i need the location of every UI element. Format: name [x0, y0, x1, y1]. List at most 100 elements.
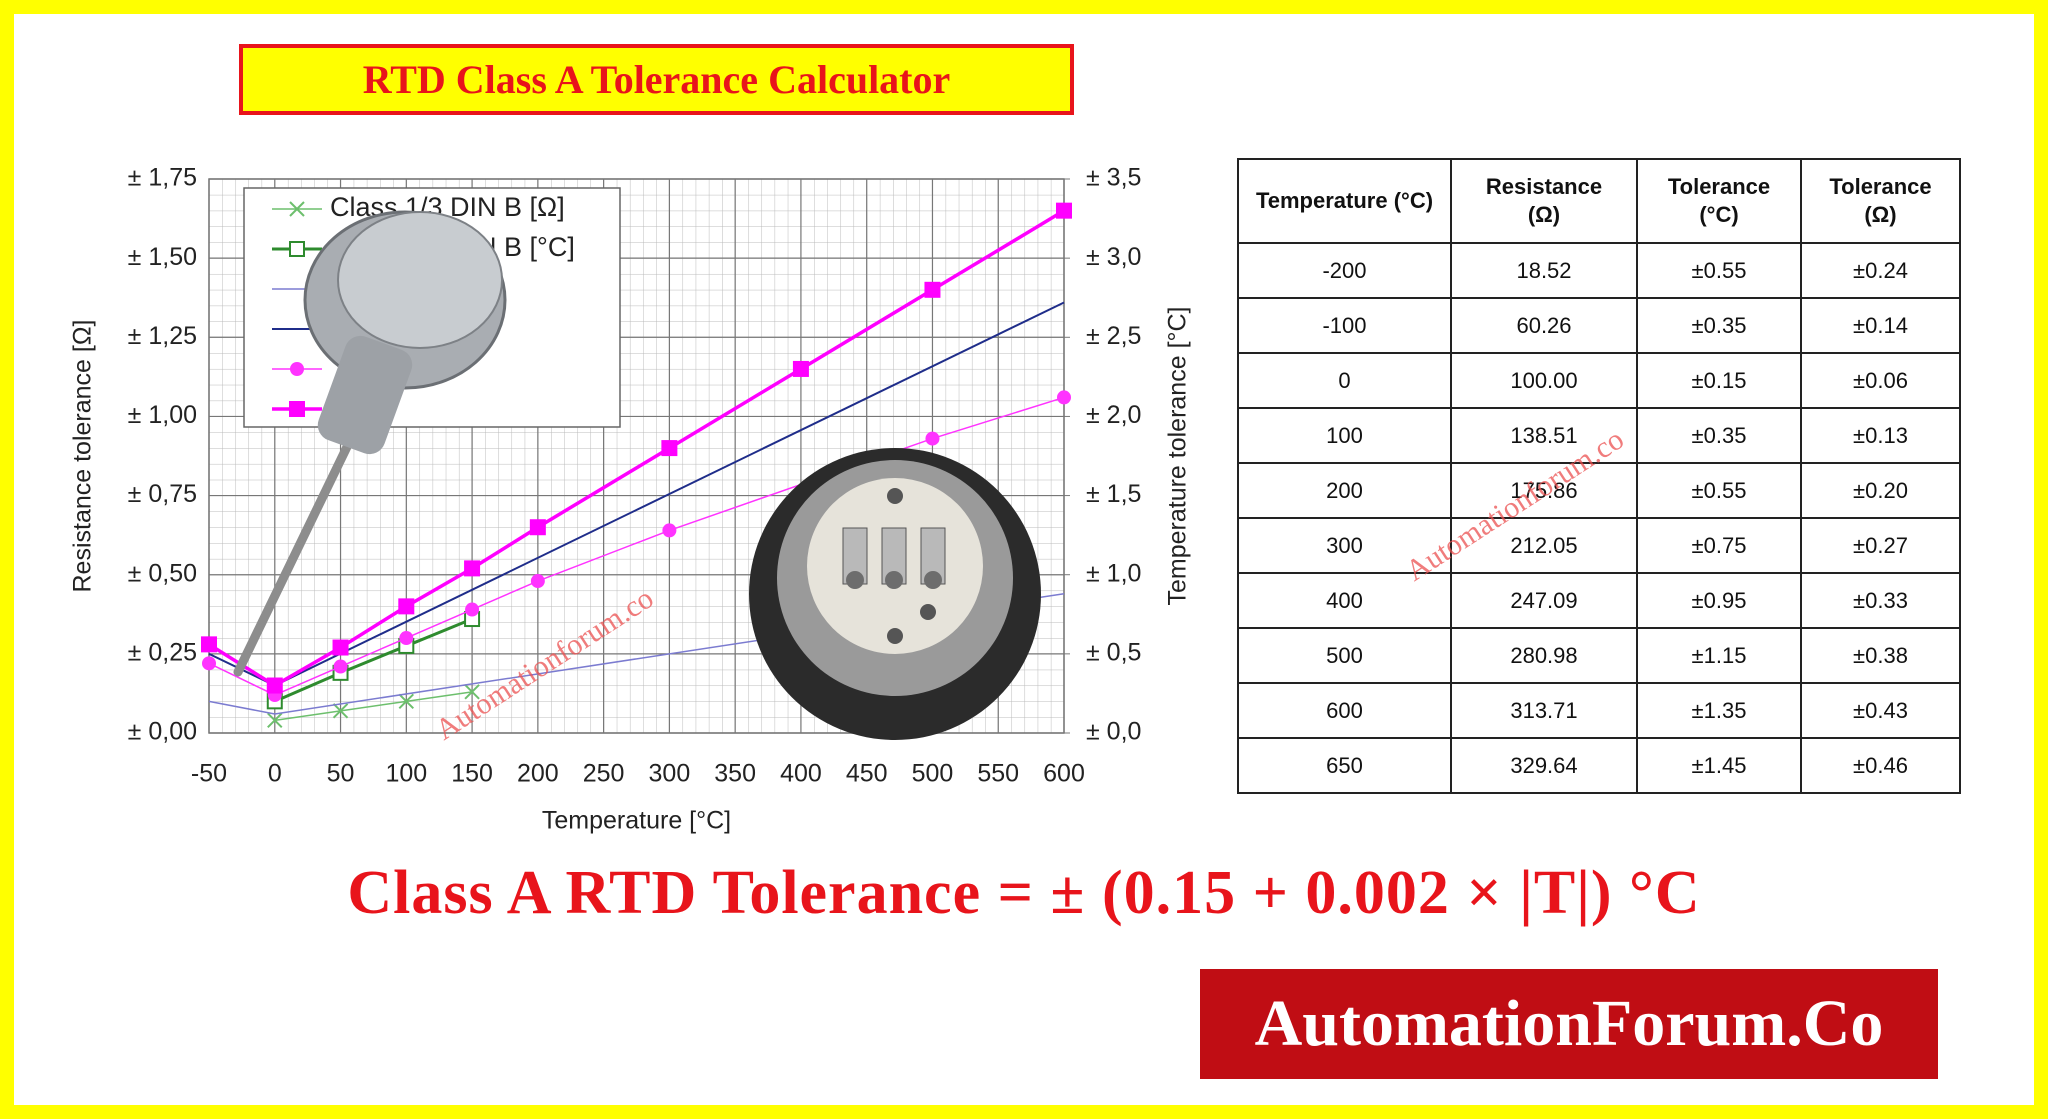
table-cell: ±0.43 [1800, 682, 1961, 739]
connector-hole [920, 604, 936, 620]
x-tick-label: 600 [1043, 760, 1085, 788]
y2-tick-label: ± 2,0 [1086, 401, 1141, 429]
illustration [233, 210, 1041, 740]
table-cell: ±1.15 [1636, 627, 1802, 684]
probe-stem [233, 415, 365, 677]
series-line [274, 691, 473, 722]
table-cell: 329.64 [1450, 737, 1638, 794]
table-row: 300 212.05 ±0.75 ±0.27 [1237, 517, 1961, 574]
y2-tick-label: ± 1,5 [1086, 480, 1141, 508]
y2-tick-label: ± 2,5 [1086, 322, 1141, 350]
table-body: -200 18.52 ±0.55 ±0.24 -100 60.26 ±0.35 ±0.14 0 1… [1237, 242, 1961, 794]
table-cell: ±0.35 [1636, 297, 1802, 354]
series [267, 684, 480, 729]
x-tick-label: 0 [268, 760, 282, 788]
y-tick-label: ± 0,25 [128, 638, 197, 666]
x-tick-label: 450 [846, 760, 888, 788]
table-cell: ±0.20 [1800, 462, 1961, 519]
marker [662, 523, 677, 538]
table-cell: -200 [1237, 242, 1452, 299]
table-cell: ±1.45 [1636, 737, 1802, 794]
table-cell: 300 [1237, 517, 1452, 574]
marker [1057, 390, 1071, 405]
x-tick-label: 100 [385, 760, 427, 788]
marker [792, 360, 809, 377]
table-cell: ±0.35 [1636, 407, 1802, 464]
probe-neck [317, 335, 413, 455]
y2-tick-label: ± 3,0 [1086, 243, 1141, 271]
x-tick-label: 550 [977, 760, 1019, 788]
table-cell: 200 [1237, 462, 1452, 519]
table-cell: ±0.95 [1636, 572, 1802, 629]
marker-stroke [464, 684, 480, 700]
table: Temperature (°C) Resistance (Ω) Tolerance … [1237, 158, 1961, 794]
y-tick-label: ± 1,00 [128, 401, 197, 429]
marker [1056, 202, 1072, 219]
marker [289, 401, 305, 417]
x-tick-label: -50 [191, 760, 227, 788]
table-cell: 0 [1237, 352, 1452, 409]
table-row: 500 280.98 ±1.15 ±0.38 [1237, 627, 1961, 684]
table-cell: 400 [1237, 572, 1452, 629]
connector-hole [887, 628, 903, 644]
table-cell: 650 [1237, 737, 1452, 794]
connector-screw [846, 571, 864, 589]
title: RTD Class A Tolerance Calculator [239, 44, 1074, 115]
marker [332, 703, 349, 719]
table-cell: 600 [1237, 682, 1452, 739]
marker [201, 636, 217, 653]
table-cell: ±0.06 [1800, 352, 1961, 409]
x-tick-label: 200 [517, 760, 559, 788]
connector-screw [885, 571, 903, 589]
formula: Class A RTD Tolerance = ± (0.15 + 0.002 … [347, 859, 1701, 927]
y-tick-label: ± 0,00 [128, 718, 197, 746]
table-cell: 247.09 [1450, 572, 1638, 629]
table-header-cell: Resistance (Ω) [1450, 158, 1638, 244]
x-axis-label: Temperature [°C] [542, 807, 731, 835]
table-cell: 500 [1237, 627, 1452, 684]
connector-screw [924, 571, 942, 589]
series [201, 202, 1072, 694]
connector-hole [887, 488, 903, 504]
table-row: 650 329.64 ±1.45 ±0.46 [1237, 737, 1961, 794]
y2-tick-label: ± 0,0 [1086, 718, 1141, 746]
marker-stroke [289, 201, 305, 217]
probe-cap [337, 211, 503, 349]
x-tick-label: 50 [327, 760, 355, 788]
table-cell: 212.05 [1450, 517, 1638, 574]
table-row: -100 60.26 ±0.35 ±0.14 [1237, 297, 1961, 354]
table-cell: ±0.33 [1800, 572, 1961, 629]
y2-tick-label: ± 1,0 [1086, 559, 1141, 587]
series-line [274, 617, 473, 703]
table-cell: 175.86 [1450, 462, 1638, 519]
table-cell: 100.00 [1450, 352, 1638, 409]
marker [289, 241, 305, 257]
table-cell: ±0.27 [1800, 517, 1961, 574]
x-tick-label: 300 [649, 760, 691, 788]
y2-axis-label: Temperature tolerance [°C] [1164, 306, 1192, 605]
table-header: Temperature (°C) Resistance (Ω) Tolerance … [1237, 158, 1961, 244]
table-row: 100 138.51 ±0.35 ±0.13 [1237, 407, 1961, 464]
y-tick-label: ± 1,50 [128, 243, 197, 271]
table-cell: ±0.55 [1636, 462, 1802, 519]
marker [464, 684, 480, 700]
marker [529, 519, 546, 536]
marker [289, 201, 305, 217]
y-tick-label: ± 1,75 [128, 164, 197, 192]
table-header-cell: Tolerance (°C) [1636, 158, 1802, 244]
table-row: 600 313.71 ±1.35 ±0.43 [1237, 682, 1961, 739]
plot-frame [208, 178, 1065, 734]
marker [202, 656, 216, 671]
marker [398, 598, 415, 615]
y-tick-label: ± 1,25 [128, 322, 197, 350]
y2-tick-label: ± 3,5 [1086, 164, 1141, 192]
marker [924, 281, 941, 298]
table-cell: 18.52 [1450, 242, 1638, 299]
marker [925, 431, 940, 446]
marker [464, 560, 481, 577]
marker [465, 602, 480, 617]
table-cell: 280.98 [1450, 627, 1638, 684]
table-cell: 100 [1237, 407, 1452, 464]
